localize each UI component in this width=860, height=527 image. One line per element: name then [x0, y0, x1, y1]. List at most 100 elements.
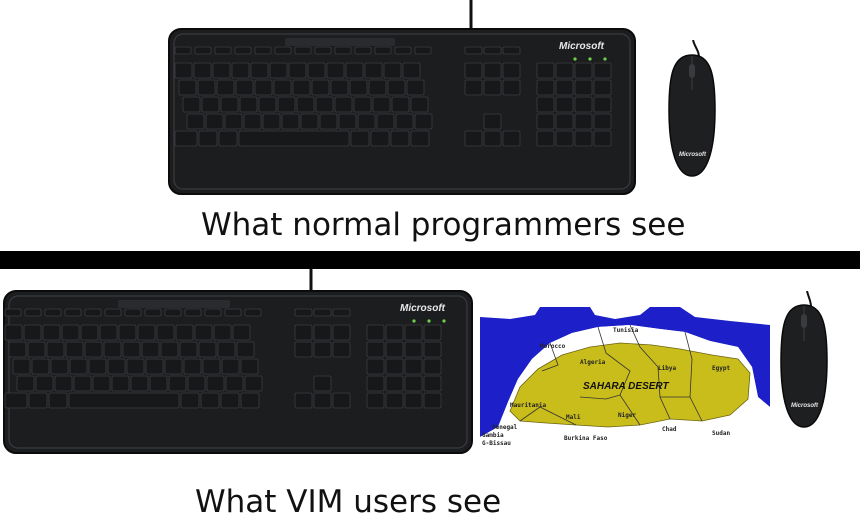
keyboard-key [332, 308, 351, 317]
keyboard-key [84, 341, 103, 358]
keyboard-key [574, 113, 593, 130]
keyboard-key [292, 79, 311, 96]
indicator-light [603, 57, 607, 61]
europe-land [590, 307, 650, 319]
keyboard-key [536, 62, 555, 79]
keyboard-key [334, 96, 353, 113]
keyboard-key [126, 358, 145, 375]
keyboard-rim [8, 295, 468, 449]
keyboard-key [374, 46, 392, 55]
keyboard-key [42, 324, 61, 341]
keyboard-key [502, 46, 521, 55]
keyboard-key [350, 130, 370, 147]
keyboard-key [225, 375, 244, 392]
top-mouse: Microsoft [668, 40, 716, 177]
keyboard-key [502, 62, 521, 79]
keyboard-key [137, 324, 156, 341]
desert-region [509, 342, 751, 428]
keyboard-key [220, 96, 239, 113]
keyboard-key [354, 46, 372, 55]
keyboard-key [194, 324, 213, 341]
keyboard-key [175, 324, 194, 341]
panel-divider [0, 251, 860, 269]
keyboard-key [200, 392, 220, 409]
sea-region [480, 307, 770, 437]
keyboard-key [50, 358, 69, 375]
keyboard-key [406, 79, 425, 96]
key-grid [4, 308, 442, 409]
sahara-map: Morocco Tunisia Algeria Libya Egypt SAHA… [480, 307, 770, 457]
label-gambia: Gambia [482, 432, 504, 439]
keyboard-key [160, 341, 179, 358]
keyboard-rim [173, 33, 631, 190]
keyboard-key [414, 46, 432, 55]
keyboard-key [345, 62, 364, 79]
keyboard-key [281, 113, 300, 130]
keyboard-key [536, 113, 555, 130]
keyboard-key [24, 308, 42, 317]
keyboard-key [164, 308, 182, 317]
keyboard-key [390, 130, 410, 147]
keyboard-key [204, 308, 222, 317]
keyboard-key [234, 46, 252, 55]
keyboard-key [235, 79, 254, 96]
keyboard-key [174, 46, 192, 55]
keyboard-key [483, 113, 502, 130]
keyboard-key [319, 113, 338, 130]
keyboard-key [254, 46, 272, 55]
keyboard-key [423, 324, 442, 341]
label-burkina-faso: Burkina Faso [564, 435, 608, 442]
keyboard-key [4, 392, 28, 409]
europe-land [680, 307, 770, 325]
label-mali: Mali [566, 414, 581, 421]
keyboard-key [103, 341, 122, 358]
keyboard-key [144, 308, 162, 317]
keyboard-key [313, 324, 332, 341]
keyboard-key [214, 46, 232, 55]
keyboard-key [194, 46, 212, 55]
keyboard-key [385, 375, 404, 392]
keyboard-key [313, 375, 332, 392]
bottom-panel: Microsoft Morocco Tunisia Algeria L [0, 269, 860, 527]
keyboard-key [332, 324, 351, 341]
top-panel: Microsoft Microsoft What normal programm… [0, 0, 860, 251]
keyboard-key [366, 341, 385, 358]
keyboard-key [313, 392, 332, 409]
keyboard-key [48, 392, 68, 409]
keyboard-key [35, 375, 54, 392]
keyboard-key [28, 392, 48, 409]
keyboard-key [326, 62, 345, 79]
indicator-light [427, 319, 431, 323]
keyboard-key [213, 324, 232, 341]
keyboard-key [130, 375, 149, 392]
keyboard-key [84, 308, 102, 317]
keyboard-key [404, 358, 423, 375]
keyboard-key [174, 62, 193, 79]
keyboard-key [366, 324, 385, 341]
keyboard-key [385, 324, 404, 341]
keyboard-key [111, 375, 130, 392]
keyboard-key [218, 130, 238, 147]
keyboard-key [4, 308, 22, 317]
indicator-light [442, 319, 446, 323]
keyboard-key [277, 96, 296, 113]
keyboard-key [68, 392, 180, 409]
keyboard-key [372, 96, 391, 113]
keyboard-key [404, 375, 423, 392]
keyboard-key [502, 79, 521, 96]
keyboard-key [202, 358, 221, 375]
keyboard-key [555, 79, 574, 96]
keyboard-key [186, 113, 205, 130]
keyboard-key [240, 392, 260, 409]
keyboard-key [313, 308, 332, 317]
keyboard-key [391, 96, 410, 113]
keyboard-key [385, 358, 404, 375]
keyboard-key [574, 130, 593, 147]
keyboard-key [555, 62, 574, 79]
keyboard-key [122, 341, 141, 358]
bottom-mouse: Microsoft [780, 291, 828, 428]
indicator-light [573, 57, 577, 61]
keyboard-key [183, 358, 202, 375]
keyboard-key [88, 358, 107, 375]
keyboard-key [243, 113, 262, 130]
